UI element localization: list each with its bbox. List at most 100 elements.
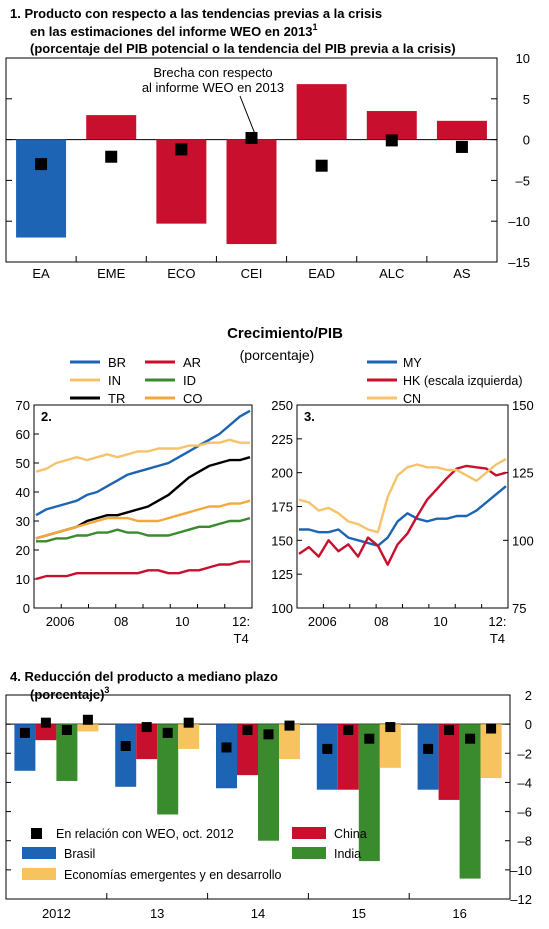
p1-category-label: EME: [97, 266, 126, 281]
p2-legend-label: TR: [108, 391, 125, 406]
p3-series-cn: [298, 458, 507, 534]
p4-bar-14-economías: [279, 724, 300, 760]
p4-marker-16-2: [465, 733, 476, 744]
panels23-subtitle: (porcentaje): [240, 347, 315, 363]
p4-legend-swatch-3: [292, 847, 326, 859]
p4-bar-2012-china: [35, 724, 57, 741]
p4-legend-swatch-4: [22, 868, 56, 880]
p1-annotation-line2: al informe WEO en 2013: [142, 80, 284, 95]
p2-xtick-label: 10: [175, 614, 189, 629]
p2-ytick-label: 10: [16, 572, 30, 587]
p4-frame: [5, 694, 511, 900]
p2-series-id: [36, 516, 251, 543]
p4-marker-2012-3: [82, 714, 93, 725]
p4-bar-2012-brasil: [14, 724, 36, 771]
p2-series-br: [35, 409, 251, 517]
p1-annotation-line1: Brecha con respecto: [153, 65, 272, 80]
p4-bar-16-india: [459, 724, 481, 879]
p3-ytick-label: 100: [271, 601, 293, 616]
p1-marker-cei: [245, 131, 258, 144]
p2-ytick-label: 70: [16, 398, 30, 413]
p4-legend-label: En relación con WEO, oct. 2012: [56, 827, 234, 841]
p3-ytick-right-label: 150: [512, 398, 534, 413]
p3-xtick-label: 2006: [308, 614, 337, 629]
p2-legend-label: BR: [108, 355, 126, 370]
p4-bar-14-china: [237, 724, 258, 776]
p4-marker-15-1: [343, 724, 354, 735]
p4-legend-label: India: [334, 847, 361, 861]
p1-ytick-label: 10: [516, 51, 530, 66]
p4-marker-13-1: [141, 722, 152, 733]
p4-ytick-label: –12: [510, 892, 532, 907]
p4-bar-14-india: [258, 724, 279, 841]
p1-marker-as: [455, 140, 468, 153]
p4-marker-16-1: [444, 724, 455, 735]
p1-ytick-label: –5: [516, 173, 530, 188]
p1-bar-as: [436, 120, 487, 140]
panel-1: –15 –10 –5 0 5 10 EA EME ECO CEI EAD ALC AS: [5, 51, 530, 281]
panel-2: 0 10 20 30 40 50 60 70 2006 08 10 12: T4 2. BR AR IN ID TR…: [16, 355, 253, 646]
p3-xtick-label: 10: [433, 614, 447, 629]
p1-title-line3: (porcentaje del PIB potencial o la tende…: [30, 41, 456, 56]
p2-label: 2.: [41, 409, 52, 424]
p3-ytick-label: 125: [271, 567, 293, 582]
p2-legend-label: AR: [183, 355, 201, 370]
p3-ytick-label: 150: [271, 533, 293, 548]
p3-ytick-label: 175: [271, 500, 293, 515]
p4-marker-2012-0: [19, 727, 30, 738]
p4-marker-15-0: [322, 743, 333, 754]
p1-ytick-label: 0: [523, 133, 530, 148]
p3-ytick-label: 250: [271, 398, 293, 413]
p4-bar-13-china: [136, 724, 158, 760]
p2-xtick-label: T4: [234, 631, 249, 646]
p4-ytick-label: –2: [518, 746, 532, 761]
p1-bar-ead: [296, 84, 347, 140]
panels23-title: Crecimiento/PIB: [227, 325, 343, 342]
p4-category-label: 15: [352, 906, 366, 921]
p3-legend-label: HK (escala izquierda): [403, 374, 523, 388]
p1-category-label: ECO: [167, 266, 195, 281]
p3-frame: [296, 404, 509, 609]
p1-title-line2: en las estimaciones del informe WEO en 2…: [30, 22, 318, 39]
p4-legend-swatch-1: [292, 827, 326, 839]
p1-marker-alc: [385, 134, 398, 147]
p1-annotation-leader: [239, 95, 256, 135]
p3-series-hk: [298, 464, 507, 566]
p1-ytick-label: 5: [523, 92, 530, 107]
p4-marker-14-3: [284, 720, 295, 731]
p1-marker-eco: [175, 143, 188, 156]
p4-ytick-label: 0: [525, 717, 532, 732]
p3-legend-label: CN: [403, 392, 421, 406]
p4-bar-13-india: [157, 724, 179, 815]
p4-marker-14-2: [263, 729, 274, 740]
p4-marker-15-3: [385, 722, 396, 733]
p4-title: 4. Reducción del producto a mediano plaz…: [10, 669, 278, 684]
p4-ytick-label: 2: [525, 688, 532, 703]
p4-legend-marker: [31, 828, 42, 839]
panel-3: 100 125 150 175 200 225 250 75 100 125 150 2006 08 10…: [271, 356, 533, 646]
p4-marker-16-3: [486, 723, 497, 734]
p4-legend-label: Brasil: [64, 847, 95, 861]
p2-legend-label: IN: [108, 373, 121, 388]
p4-bar-2012-economías: [77, 724, 99, 732]
p4-marker-14-1: [242, 724, 253, 735]
p1-marker-ea: [35, 158, 48, 171]
p4-category-label: 2012: [42, 906, 71, 921]
p2-legend-label: ID: [183, 373, 196, 388]
p1-marker-ead: [315, 159, 328, 172]
p4-bar-2012-india: [56, 724, 78, 781]
p1-ytick-label: –15: [508, 255, 530, 270]
p4-marker-13-2: [162, 727, 173, 738]
p4-bar-15-economías: [379, 724, 401, 768]
p4-bar-16-china: [438, 724, 460, 800]
p1-category-label: CEI: [241, 266, 263, 281]
p1-category-label: ALC: [379, 266, 404, 281]
p1-bar-ea: [16, 139, 67, 238]
p4-ytick-label: –10: [510, 863, 532, 878]
p4-marker-13-0: [120, 741, 131, 751]
p2-xtick-label: 12:: [232, 614, 250, 629]
p1-title-line1: 1. Producto con respecto a las tendencia…: [10, 6, 382, 21]
p3-label: 3.: [304, 409, 315, 424]
panel-4: –12 –10 –8 –6 –4 –2 0 2 2012 13 14 15 16 En relación …: [5, 688, 532, 921]
